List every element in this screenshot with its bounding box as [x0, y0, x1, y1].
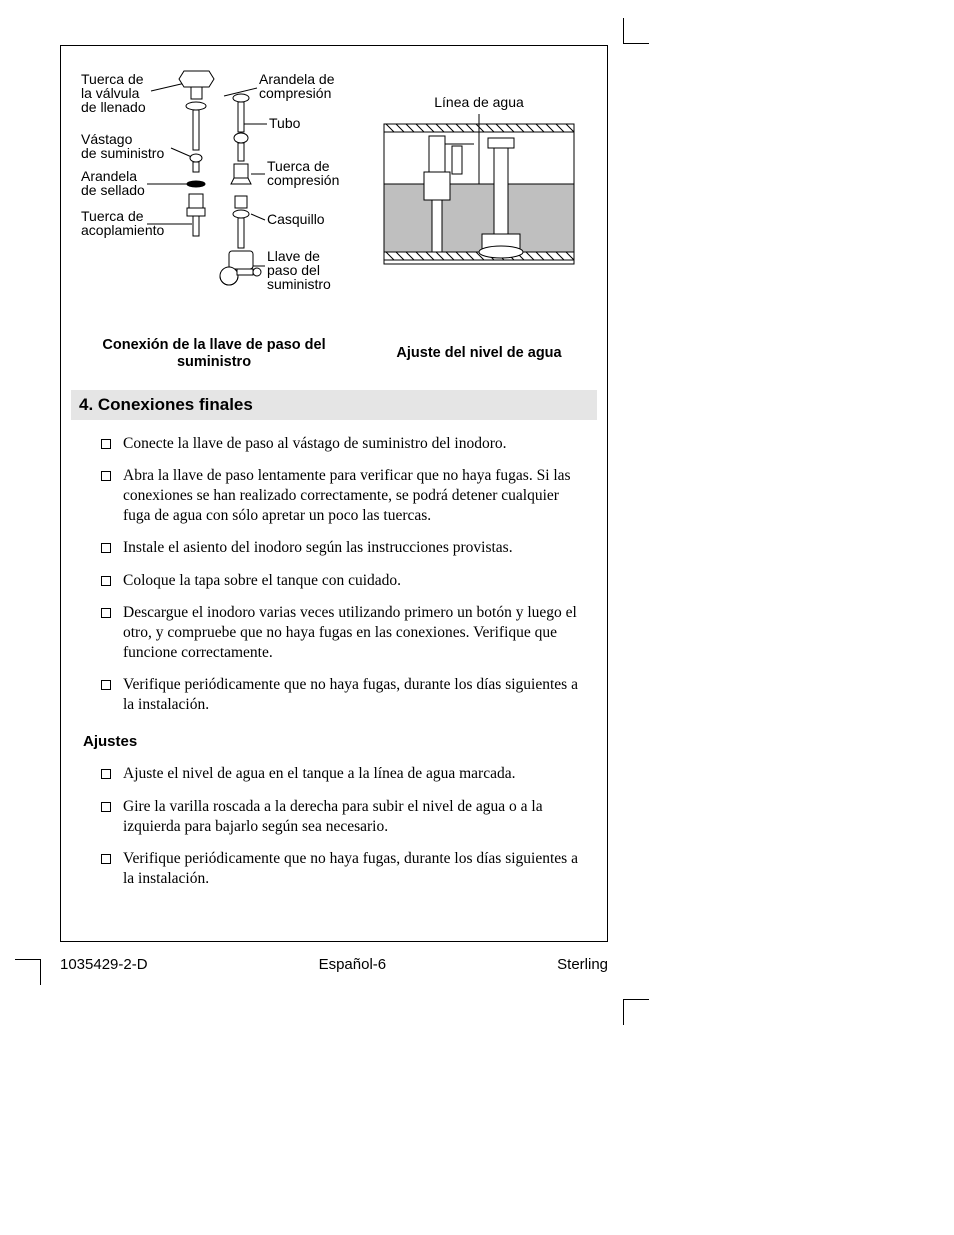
content-frame: Tuerca de la válvula de llenado Vástago …	[60, 45, 608, 942]
list-item: Coloque la tapa sobre el tanque con cuid…	[101, 571, 579, 591]
svg-text:de llenado: de llenado	[81, 99, 146, 115]
crop-mark-top-right	[623, 18, 649, 44]
footer-doc-number: 1035429-2-D	[60, 956, 148, 973]
section-header: 4. Conexiones finales	[71, 390, 597, 420]
list-item: Conecte la llave de paso al vástago de s…	[101, 434, 579, 454]
diagram-right-caption: Ajuste del nivel de agua	[369, 345, 589, 362]
page: Tuerca de la válvula de llenado Vástago …	[0, 0, 954, 1235]
svg-text:de sellado: de sellado	[81, 182, 145, 198]
list-item: Verifique periódicamente que no haya fug…	[101, 675, 579, 715]
water-level-svg	[374, 114, 584, 274]
list-item: Ajuste el nivel de agua en el tanque a l…	[101, 764, 579, 784]
diagram-left-caption: Conexión de la llave de paso delsuminist…	[79, 337, 349, 372]
svg-text:Tubo: Tubo	[269, 115, 301, 131]
checklist-main: Conecte la llave de paso al vástago de s…	[79, 434, 589, 716]
list-item: Abra la llave de paso lentamente para ve…	[101, 466, 579, 526]
svg-text:compresión: compresión	[259, 85, 331, 101]
list-item: Instale el asiento del inodoro según las…	[101, 538, 579, 558]
subheading-ajustes: Ajustes	[83, 733, 589, 750]
crop-mark-bottom-left	[15, 959, 41, 985]
list-item: Gire la varilla roscada a la derecha par…	[101, 797, 579, 837]
list-item: Descargue el inodoro varias veces utiliz…	[101, 603, 579, 663]
label-linea-agua: Línea de agua	[369, 94, 589, 110]
diagram-supply-connection: Tuerca de la válvula de llenado Vástago …	[79, 66, 349, 372]
supply-connection-svg: Tuerca de la válvula de llenado Vástago …	[79, 66, 349, 326]
crop-mark-bottom-right	[623, 999, 649, 1025]
diagrams-row: Tuerca de la válvula de llenado Vástago …	[79, 66, 589, 372]
footer-brand: Sterling	[557, 956, 608, 973]
checklist-ajustes: Ajuste el nivel de agua en el tanque a l…	[79, 764, 589, 889]
footer-page-number: Español-6	[319, 956, 387, 973]
svg-text:compresión: compresión	[267, 172, 339, 188]
svg-text:suministro: suministro	[267, 276, 331, 292]
diagram-water-level: Línea de agua	[369, 66, 589, 372]
list-item: Verifique periódicamente que no haya fug…	[101, 849, 579, 889]
svg-text:de suministro: de suministro	[81, 145, 164, 161]
svg-text:Casquillo: Casquillo	[267, 211, 325, 227]
page-footer: 1035429-2-D Español-6 Sterling	[60, 956, 608, 973]
